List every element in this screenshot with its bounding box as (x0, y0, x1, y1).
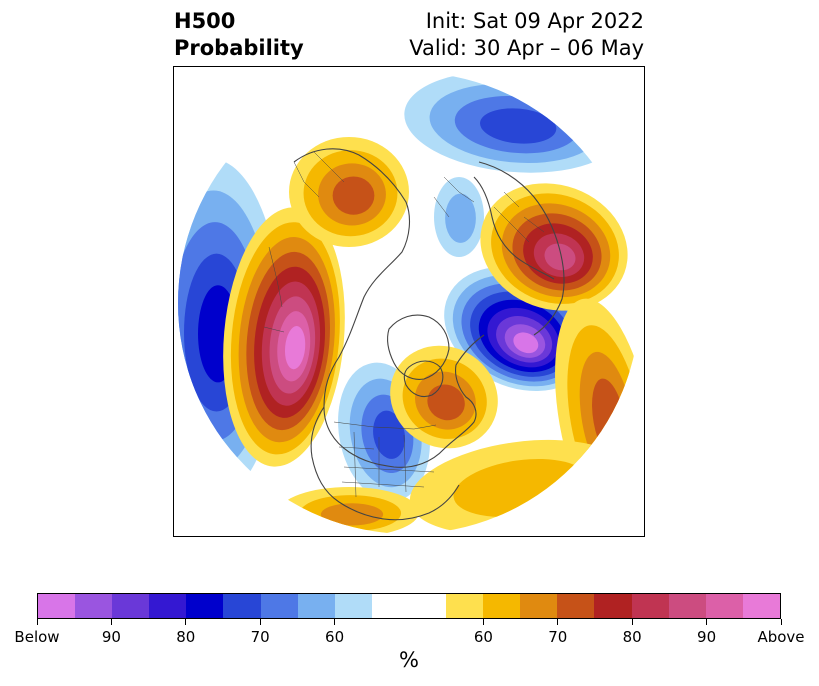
probability-colorbar (37, 593, 781, 619)
probability-shading (178, 72, 640, 534)
colorbar-tick (334, 619, 336, 625)
colorbar-units: % (399, 648, 419, 672)
colorbar-above-3 (520, 594, 558, 618)
colorbar-tick (36, 619, 38, 625)
basemap-lines (263, 148, 565, 521)
colorbar-tick (482, 619, 484, 625)
above-alaska-north-region (289, 137, 409, 247)
colorbar-tick (259, 619, 261, 625)
colorbar-tick-label: 90 (101, 628, 121, 646)
colorbar-above-1 (446, 594, 484, 618)
colorbar-tick-label: 60 (473, 628, 493, 646)
colorbar-neutral (371, 594, 447, 618)
colorbar-below-3 (112, 594, 150, 618)
colorbar-tick (185, 619, 187, 625)
colorbar-tick (557, 619, 559, 625)
colorbar-below-1 (38, 594, 76, 618)
colorbar-above-8 (705, 594, 743, 618)
colorbar-below-7 (260, 594, 298, 618)
colorbar-tick (780, 619, 782, 625)
product-name: Probability (174, 36, 304, 60)
below-siberia-small-region (434, 177, 484, 257)
colorbar-below-4 (149, 594, 187, 618)
colorbar-above-9 (742, 594, 780, 618)
forecast-dates: Init: Sat 09 Apr 2022 Valid: 30 Apr – 06… (409, 8, 644, 62)
above-southwest-rim-region (279, 487, 419, 534)
colorbar-below-2 (75, 594, 113, 618)
colorbar-above-5 (594, 594, 632, 618)
colorbar-below-8 (297, 594, 335, 618)
map-title: H500 Probability (174, 8, 304, 62)
colorbar-above-2 (483, 594, 521, 618)
colorbar-below-5 (186, 594, 224, 618)
field-name: H500 (174, 9, 236, 33)
polar-map-canvas (178, 72, 640, 534)
colorbar-tick-label: 60 (325, 628, 345, 646)
probability-map (173, 66, 645, 537)
init-date: Init: Sat 09 Apr 2022 (425, 9, 644, 33)
colorbar-above-7 (668, 594, 706, 618)
colorbar-tick-label: 90 (697, 628, 717, 646)
colorbar-tick (706, 619, 708, 625)
above-northeast-pacific-region (223, 207, 345, 467)
colorbar-tick-label: Below (14, 628, 60, 646)
colorbar-tick-label: 80 (176, 628, 196, 646)
above-siberia-region (480, 183, 628, 311)
colorbar-above-6 (631, 594, 669, 618)
colorbar-below-9 (334, 594, 372, 618)
colorbar-below-6 (223, 594, 261, 618)
colorbar-tick (631, 619, 633, 625)
colorbar-tick (110, 619, 112, 625)
colorbar-tick-label: 70 (548, 628, 568, 646)
colorbar-tick-label: 70 (250, 628, 270, 646)
colorbar-tick-label: 80 (622, 628, 642, 646)
valid-range: Valid: 30 Apr – 06 May (409, 36, 644, 60)
colorbar-above-4 (557, 594, 595, 618)
colorbar-tick-label: Above (757, 628, 805, 646)
